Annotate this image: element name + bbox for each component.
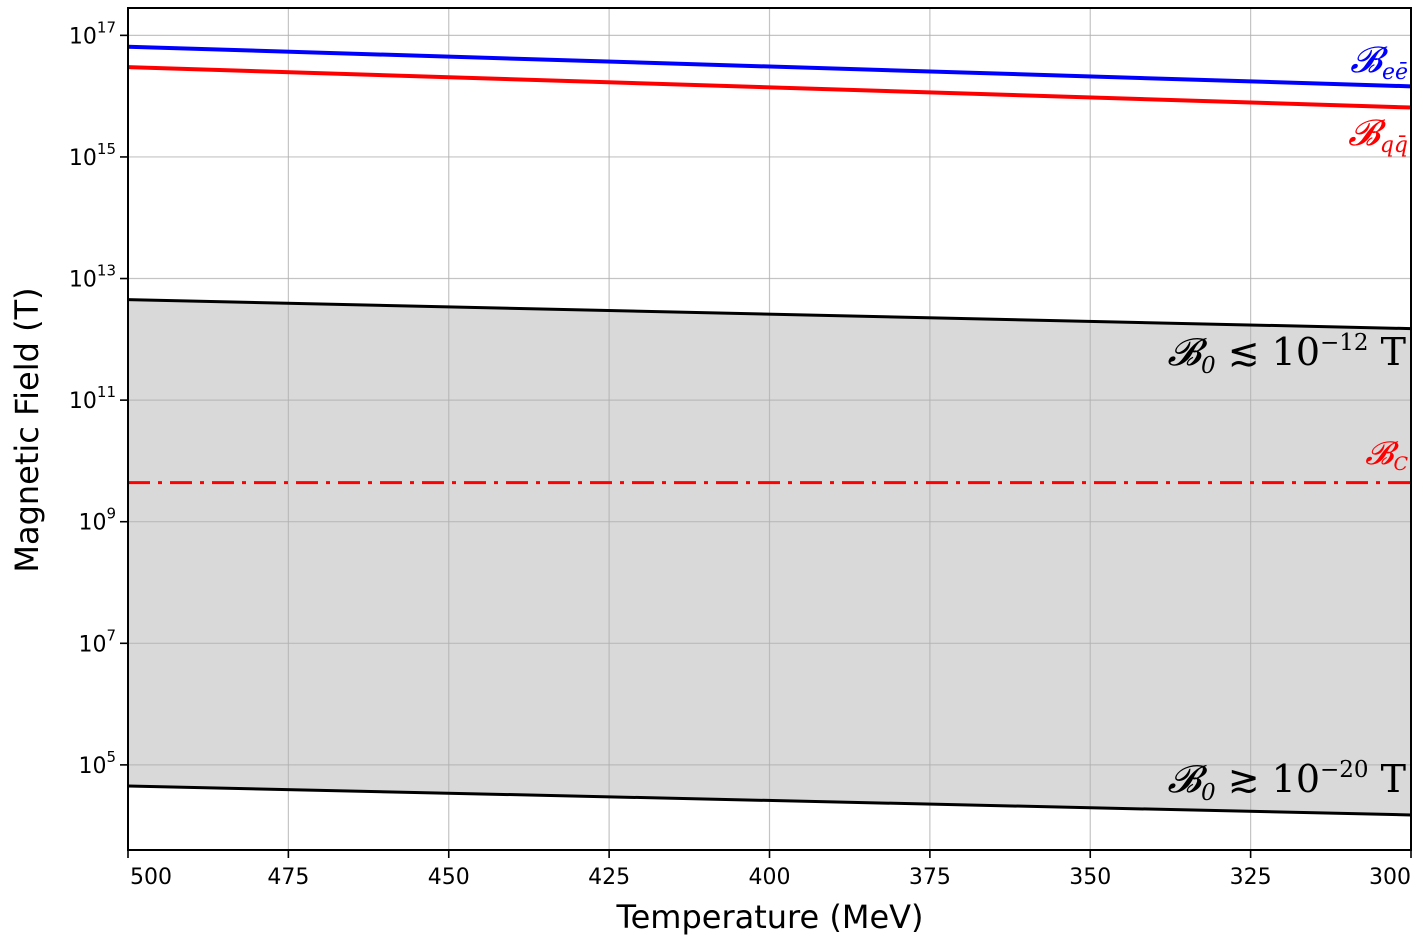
series-line-B_qq: [127, 65, 1412, 110]
y-tick-label: 1011: [69, 383, 116, 414]
series-line-B0_upper: [127, 298, 1412, 331]
series-label-B_C: 𝓑C: [1365, 434, 1408, 475]
series-label-B0_lower: 𝓑0 ≳ 10−20 T: [1167, 757, 1406, 806]
x-tick-label: 450: [428, 865, 470, 890]
y-axis-title: Magnetic Field (T): [8, 287, 46, 572]
x-tick-label: 300: [1369, 865, 1411, 890]
series-label-B_ee: 𝓑eē: [1350, 40, 1408, 85]
x-axis-title: Temperature (MeV): [615, 898, 923, 936]
series-layer: [127, 44, 1412, 817]
x-tick-label: 400: [749, 865, 791, 890]
x-tick-label: 350: [1069, 865, 1111, 890]
series-label-B_qq: 𝓑qq̄: [1348, 113, 1408, 158]
x-tick-label: 325: [1230, 865, 1272, 890]
series-line-B0_lower: [127, 784, 1412, 817]
y-tick-label: 105: [78, 748, 116, 779]
y-tick-label: 1017: [69, 18, 116, 49]
ticks-layer: 500 475 450 425 400 375 350 325 300 105 107 109 1011…: [69, 18, 1412, 890]
y-tick-label: 109: [78, 505, 116, 536]
series-label-B0_upper: 𝓑0 ≲ 10−12 T: [1167, 330, 1406, 379]
y-tick-label: 107: [78, 626, 116, 657]
x-tick-label: 375: [909, 865, 951, 890]
x-tick-label: 500: [130, 865, 172, 890]
y-tick-label: 1013: [69, 262, 116, 293]
series-labels-layer: 𝓑eē 𝓑qq̄ 𝓑0 ≲ 10−12 T 𝓑0 ≳ 10−20 T 𝓑C: [1167, 40, 1408, 806]
x-tick-label: 475: [267, 865, 309, 890]
x-tick-label: 425: [588, 865, 630, 890]
series-line-B_ee: [127, 44, 1412, 89]
y-tick-label: 1015: [69, 140, 116, 171]
